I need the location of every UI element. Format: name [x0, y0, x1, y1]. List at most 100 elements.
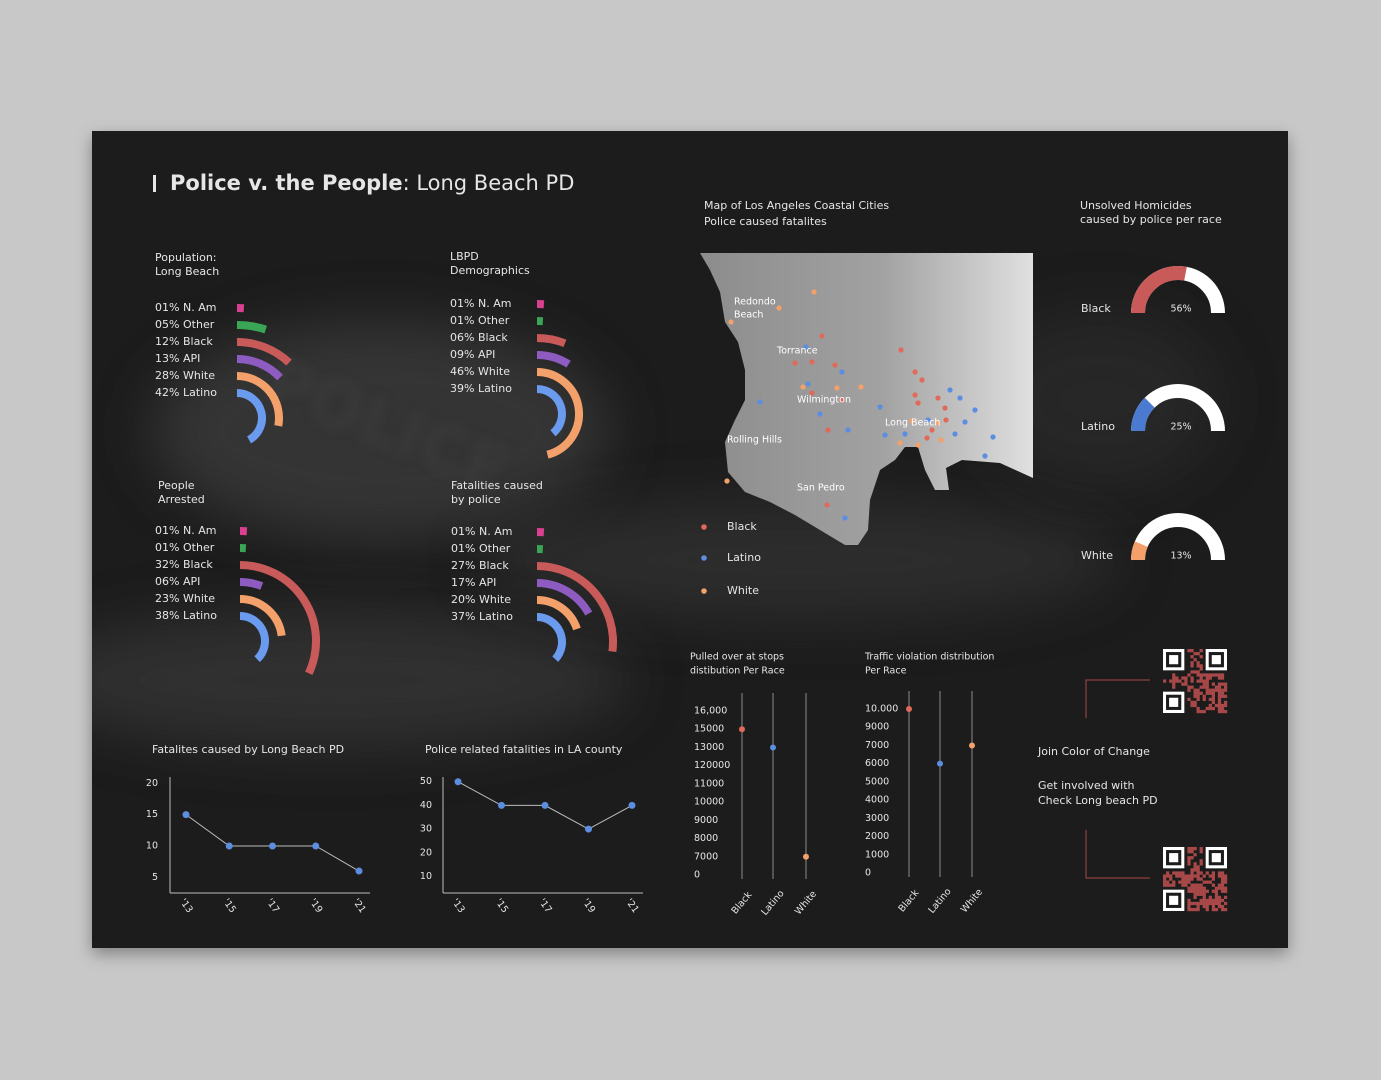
category-label: Black: [478, 331, 508, 344]
qr-module: [1175, 679, 1179, 683]
qr-module: [1220, 676, 1225, 680]
qr-module: [1169, 877, 1173, 881]
qr-module: [1178, 871, 1182, 875]
strip-dot: [937, 760, 943, 767]
qr-module: [1214, 685, 1219, 689]
qr-module: [1214, 898, 1219, 903]
qr-module: [1187, 649, 1191, 653]
qr-module: [1163, 880, 1167, 884]
qr-module: [1199, 664, 1203, 668]
qr-module: [1196, 901, 1200, 906]
qr-module: [1199, 691, 1203, 695]
qr-module: [1193, 694, 1197, 698]
radial-bar: [236, 355, 283, 381]
category-label: N. Am: [478, 297, 511, 310]
category-label: API: [183, 352, 200, 365]
qr-module: [1199, 892, 1203, 896]
qr-module: [1217, 709, 1222, 714]
cta-involved[interactable]: Check Long beach PD: [1038, 794, 1158, 807]
qr-module: [1217, 694, 1222, 698]
category-label: White: [183, 592, 215, 605]
radial-bar: [536, 368, 583, 459]
qr-module: [1193, 658, 1197, 662]
category-label: API: [478, 348, 495, 361]
chart-title: Population:: [155, 251, 217, 264]
value-label: 38%: [155, 609, 179, 622]
place-label: San Pedro: [797, 483, 845, 494]
line-point: [628, 801, 636, 809]
qr-code[interactable]: [1163, 847, 1228, 912]
y-tick-label: 20: [420, 847, 432, 858]
qr-module: [1187, 688, 1191, 692]
category-label: Latino: [183, 386, 217, 399]
qr-module: [1196, 874, 1200, 878]
qr-module: [1184, 682, 1188, 686]
qr-module: [1172, 679, 1176, 683]
qr-module: [1187, 673, 1191, 677]
line-point: [498, 801, 505, 809]
qr-module: [1211, 877, 1216, 881]
category-label: Other: [183, 541, 215, 554]
qr-module: [1214, 901, 1219, 906]
qr-module: [1217, 874, 1222, 878]
qr-module: [1166, 880, 1170, 884]
qr-module: [1208, 706, 1212, 711]
qr-module: [1187, 898, 1191, 903]
qr-module: [1190, 685, 1194, 689]
category-label: Black: [183, 335, 213, 348]
strip-dot: [770, 744, 776, 751]
category-label: Black: [183, 558, 213, 571]
qr-module: [1214, 889, 1219, 893]
line-point: [541, 801, 549, 809]
qr-module: [1199, 850, 1203, 854]
y-tick-label: 2000: [865, 831, 889, 842]
chart-title: Traffic violation distribution: [864, 652, 994, 663]
qr-module: [1202, 673, 1206, 677]
qr-module: [1196, 706, 1200, 711]
qr-module: [1217, 886, 1222, 890]
qr-module: [1223, 907, 1228, 912]
qr-module: [1184, 883, 1188, 887]
radial-bar: [236, 389, 266, 444]
qr-module: [1196, 664, 1200, 668]
qr-module: [1217, 883, 1222, 887]
cta-join[interactable]: Join Color of Change: [1037, 745, 1150, 758]
radial-bar: [536, 562, 617, 653]
chart-title: distibution Per Race: [690, 666, 785, 677]
qr-module: [1196, 892, 1200, 896]
value-label: 09%: [450, 348, 474, 361]
qr-module: [1223, 688, 1228, 692]
qr-module: [1172, 883, 1176, 887]
category-label: N. Am: [183, 301, 216, 314]
photo-backdrop: POLICE: [92, 310, 1220, 750]
qr-module: [1217, 700, 1222, 705]
qr-module: [1193, 652, 1197, 656]
qr-module: [1199, 889, 1203, 893]
qr-module: [1181, 676, 1185, 680]
qr-module: [1199, 679, 1203, 683]
qr-module: [1211, 691, 1216, 695]
qr-module: [1220, 880, 1225, 884]
qr-module: [1208, 688, 1212, 692]
qr-module: [1190, 868, 1194, 872]
cta-involved: Get involved with: [1038, 779, 1135, 792]
y-tick-label: 9000: [865, 722, 889, 733]
category-label: Black: [479, 559, 509, 572]
category-label: Latino: [183, 609, 217, 622]
qr-module: [1223, 874, 1228, 878]
qr-module: [1211, 694, 1216, 698]
chart-title: Long Beach: [155, 265, 219, 278]
qr-module: [1214, 895, 1219, 900]
qr-module: [1202, 685, 1206, 689]
qr-module: [1184, 877, 1188, 881]
value-label: 13%: [1170, 551, 1191, 562]
qr-code[interactable]: [1163, 649, 1228, 714]
category-label: N. Am: [479, 525, 512, 538]
qr-module: [1202, 679, 1206, 683]
radial-bar: [536, 351, 571, 368]
qr-module: [1211, 697, 1216, 702]
qr-module: [1208, 697, 1212, 702]
qr-module: [1205, 706, 1209, 711]
chart-title: Pulled over at stops: [690, 652, 784, 663]
